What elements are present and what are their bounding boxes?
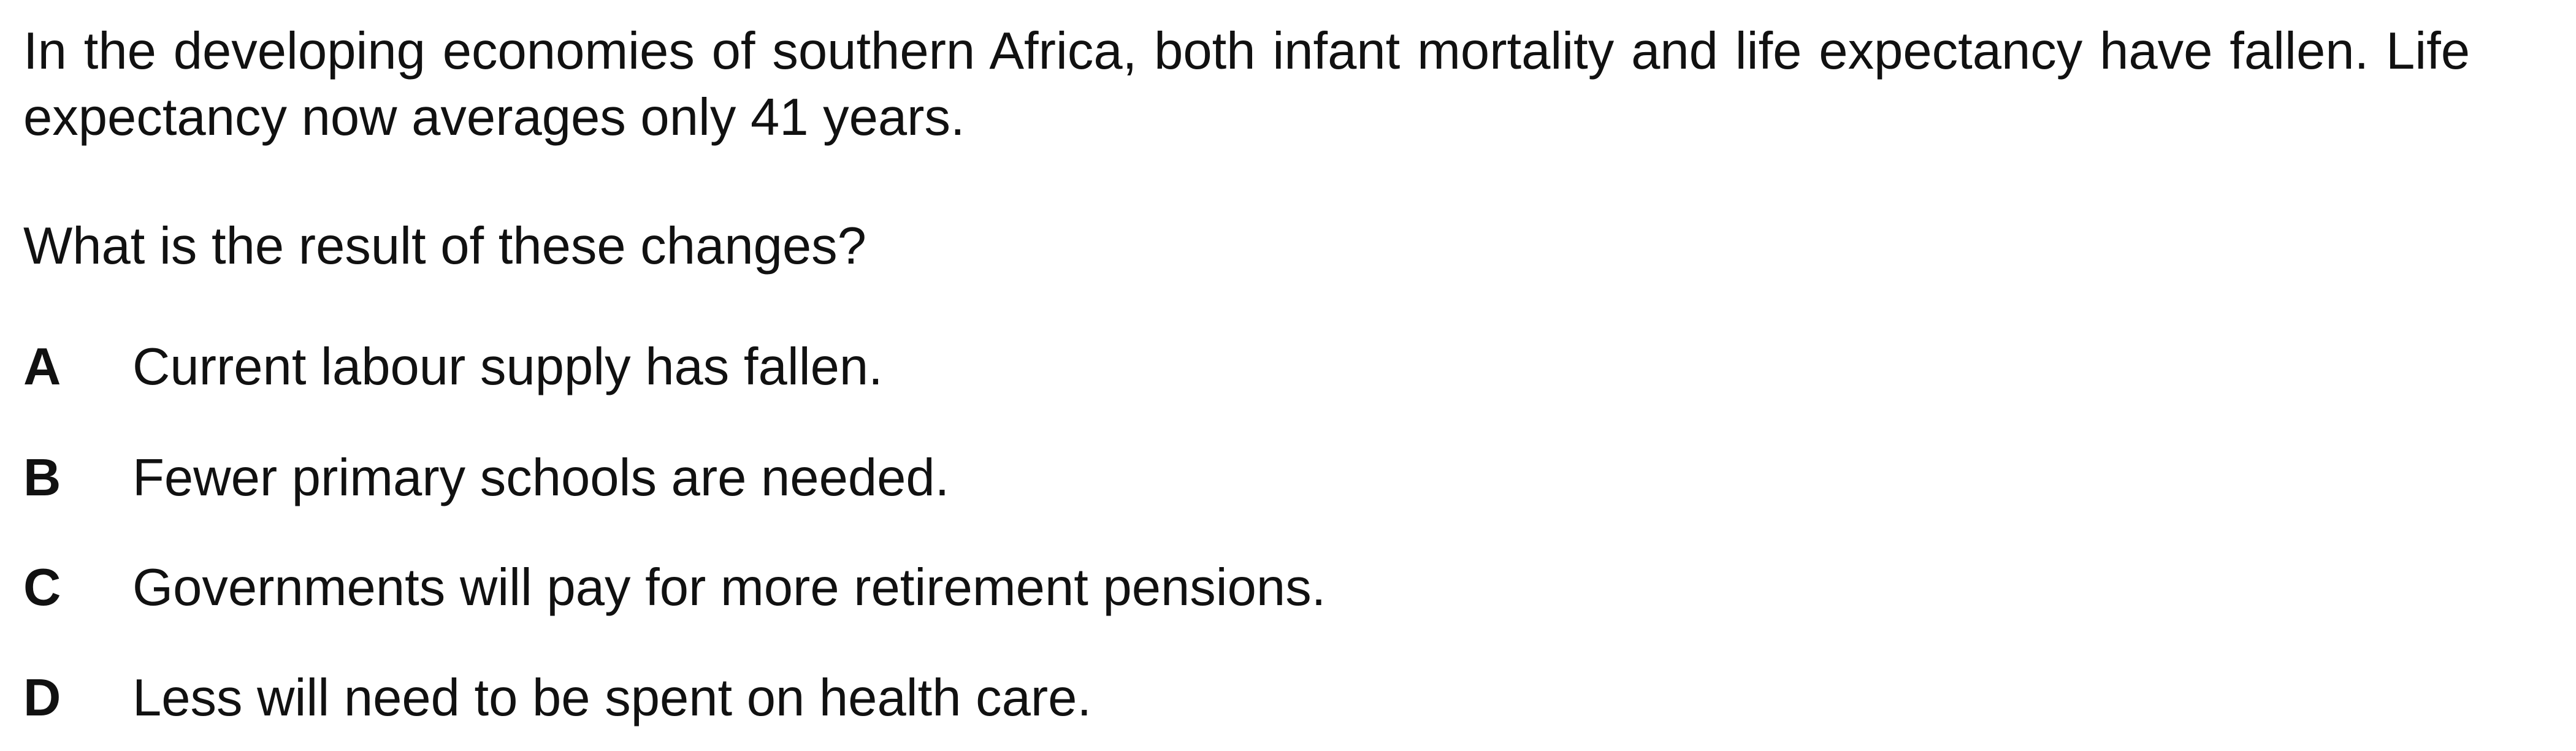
option-text: Governments will pay for more retirement… — [132, 558, 1326, 617]
option-text: Fewer primary schools are needed. — [132, 449, 950, 507]
question-stem: In the developing economies of southern … — [23, 22, 2470, 147]
option-letter: B — [23, 449, 61, 507]
option-text: Current labour supply has fallen. — [132, 338, 883, 396]
question-prompt: What is the result of these changes? — [23, 217, 866, 275]
option-text: Less will need to be spent on health car… — [132, 669, 1092, 727]
option-letter: D — [23, 669, 61, 727]
option-letter: A — [23, 338, 61, 396]
option-letter: C — [23, 558, 61, 617]
